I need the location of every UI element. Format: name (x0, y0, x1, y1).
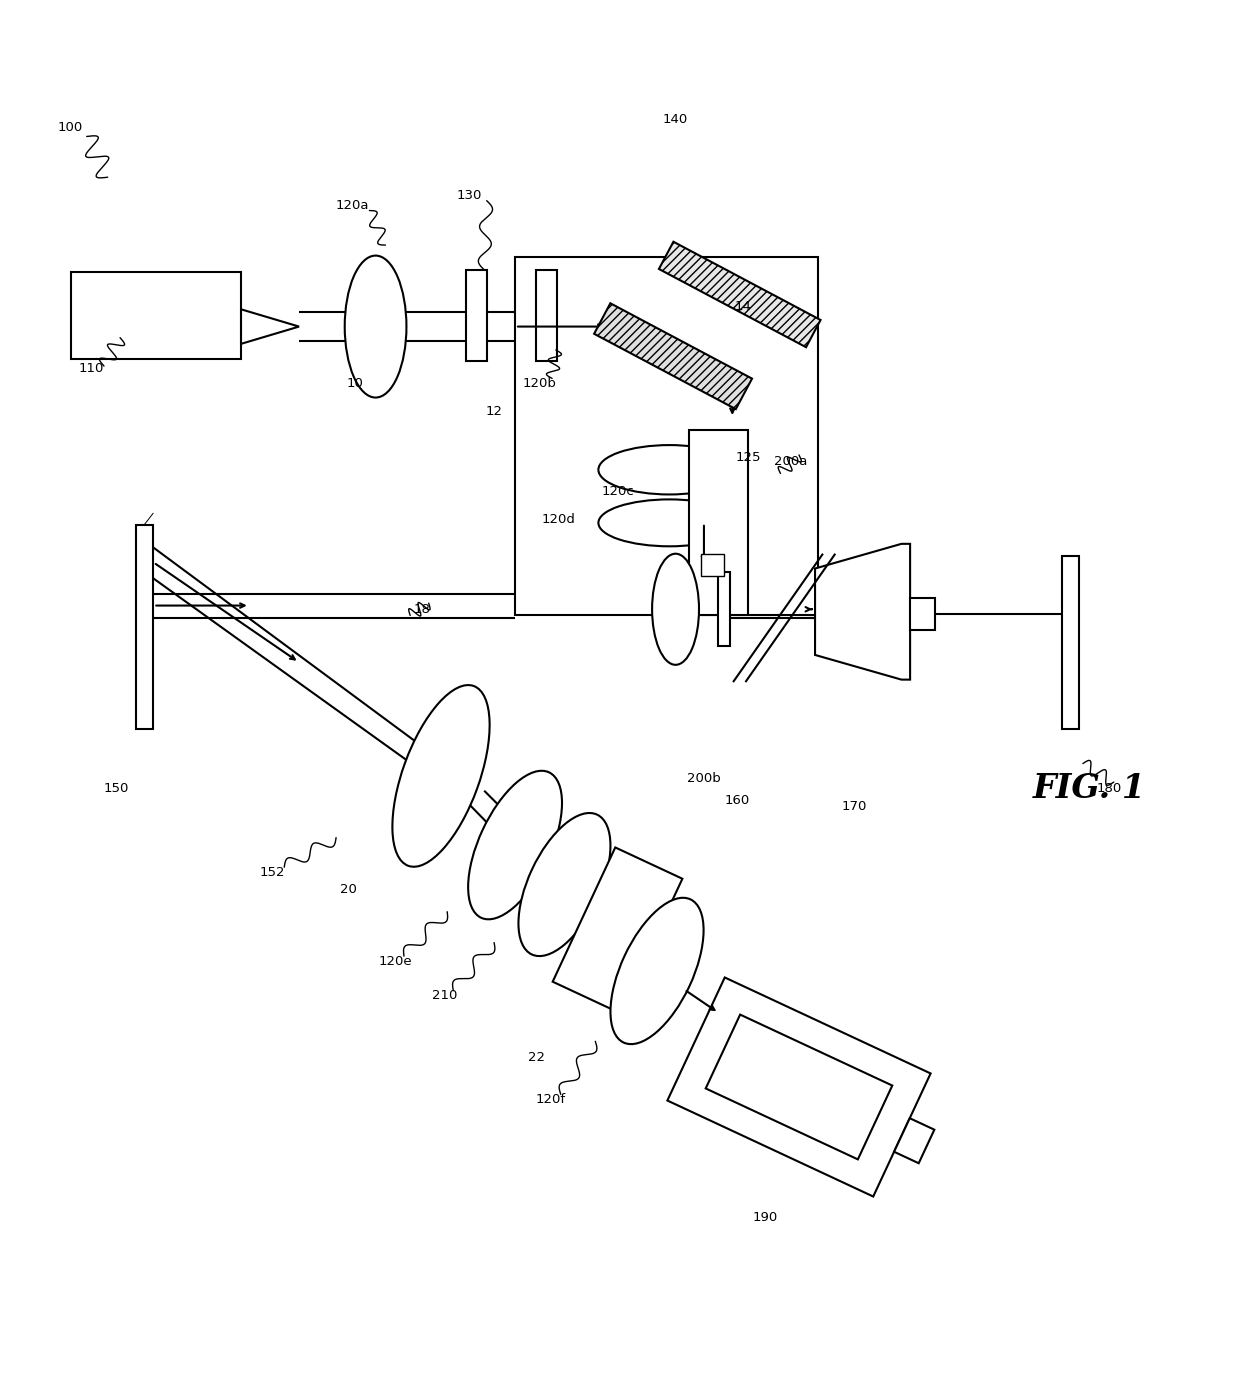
FancyBboxPatch shape (658, 241, 821, 348)
FancyBboxPatch shape (894, 1118, 935, 1164)
FancyBboxPatch shape (689, 430, 749, 615)
Text: 14: 14 (735, 301, 751, 313)
Ellipse shape (392, 685, 490, 867)
Text: 120a: 120a (335, 199, 368, 212)
Text: 190: 190 (753, 1211, 779, 1225)
Text: 125: 125 (735, 451, 761, 463)
Text: 160: 160 (724, 794, 750, 807)
Ellipse shape (518, 814, 610, 956)
FancyBboxPatch shape (136, 525, 154, 729)
Text: 110: 110 (79, 363, 104, 375)
FancyBboxPatch shape (515, 258, 817, 615)
FancyBboxPatch shape (536, 270, 557, 361)
FancyBboxPatch shape (553, 848, 682, 1014)
Text: 120f: 120f (536, 1092, 565, 1106)
Ellipse shape (345, 255, 407, 397)
Text: 170: 170 (842, 800, 867, 814)
FancyBboxPatch shape (702, 554, 724, 576)
FancyBboxPatch shape (71, 272, 241, 359)
Text: 120b: 120b (523, 376, 557, 390)
Ellipse shape (469, 771, 562, 920)
Text: 180: 180 (1096, 782, 1121, 794)
Text: 130: 130 (456, 189, 482, 203)
Text: 22: 22 (527, 1051, 544, 1063)
Text: 18: 18 (414, 603, 432, 616)
Text: 140: 140 (663, 113, 688, 125)
FancyBboxPatch shape (718, 572, 730, 647)
FancyBboxPatch shape (594, 303, 751, 410)
Polygon shape (815, 543, 910, 680)
FancyBboxPatch shape (706, 1015, 893, 1160)
FancyBboxPatch shape (1061, 556, 1079, 729)
Polygon shape (241, 309, 299, 343)
Text: 120d: 120d (542, 513, 575, 525)
FancyBboxPatch shape (466, 270, 486, 361)
Text: 120e: 120e (378, 954, 412, 968)
Ellipse shape (599, 499, 740, 546)
Text: 210: 210 (432, 989, 458, 1003)
Text: 120c: 120c (601, 485, 634, 498)
Text: 200a: 200a (774, 455, 807, 467)
Ellipse shape (610, 898, 703, 1044)
Ellipse shape (652, 554, 699, 665)
Text: 152: 152 (259, 866, 285, 878)
Text: 10: 10 (346, 376, 363, 390)
FancyBboxPatch shape (667, 978, 930, 1197)
FancyBboxPatch shape (910, 598, 935, 630)
Text: 20: 20 (340, 883, 357, 896)
Text: 12: 12 (486, 405, 502, 418)
Text: 150: 150 (104, 782, 129, 794)
Ellipse shape (599, 445, 740, 495)
Text: FIG. 1: FIG. 1 (1033, 772, 1146, 805)
Text: 100: 100 (58, 121, 83, 134)
Text: 200b: 200b (687, 772, 720, 785)
